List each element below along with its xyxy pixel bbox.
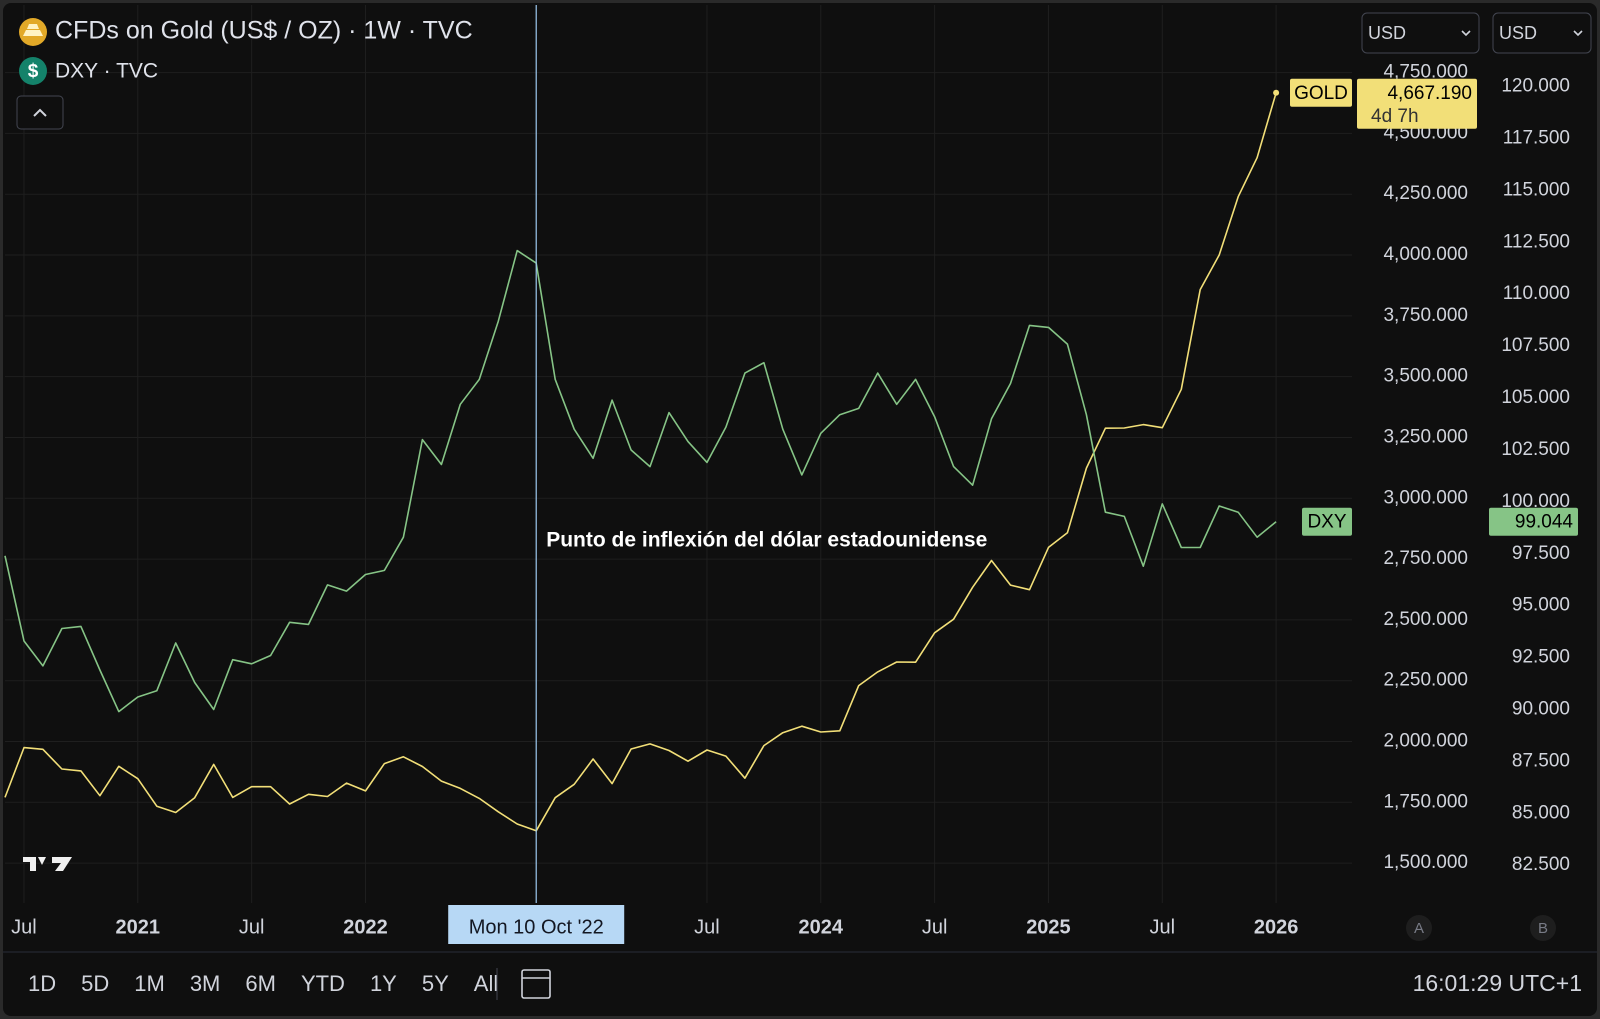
- y-tick-label: 4,000.000: [1383, 244, 1468, 265]
- series-line: [4, 249, 1277, 713]
- y2-tick-label: 97.500: [1512, 543, 1570, 564]
- y2-tick-label: 110.000: [1503, 283, 1570, 304]
- y2-tick-label: 107.500: [1501, 335, 1570, 356]
- y-tick-label: 2,500.000: [1383, 609, 1468, 630]
- x-tick-label: 2024: [799, 916, 844, 938]
- currency-label: USD: [1499, 23, 1537, 43]
- y2-tick-label: 82.500: [1512, 854, 1570, 875]
- range-button[interactable]: 5D: [81, 971, 109, 996]
- chevron: [1461, 30, 1471, 37]
- y2-tick-label: 112.500: [1503, 231, 1570, 252]
- scale-label: B: [1538, 920, 1548, 937]
- currency-label: USD: [1368, 23, 1406, 43]
- dollar-sign: $: [28, 61, 39, 82]
- y-tick-label: 2,250.000: [1383, 670, 1468, 691]
- currency-select[interactable]: [1361, 12, 1480, 54]
- range-button[interactable]: 3M: [190, 971, 221, 996]
- collapse-button[interactable]: [16, 95, 64, 130]
- x-tick-label: 2026: [1254, 916, 1299, 938]
- x-tick-label: 2025: [1026, 916, 1071, 938]
- y2-tick-label: 100.000: [1501, 491, 1570, 512]
- y-tick-label: 1,750.000: [1383, 791, 1468, 812]
- y2-tick-label: 102.500: [1501, 439, 1570, 460]
- crosshair-label: Mon 10 Oct '22: [469, 916, 604, 938]
- y2-tick-label: 87.500: [1512, 750, 1570, 771]
- y2-tick-label: 117.500: [1503, 128, 1570, 149]
- range-button[interactable]: 6M: [245, 971, 276, 996]
- x-tick-label: Jul: [1149, 916, 1175, 938]
- chevron: [1573, 30, 1583, 37]
- calendar-icon: [521, 969, 551, 999]
- y2-tick-label: 85.000: [1512, 802, 1570, 823]
- dxy-icon: [19, 57, 47, 85]
- goto-date-button[interactable]: [521, 969, 551, 999]
- scale-button[interactable]: [1530, 915, 1556, 941]
- series-tag-label: GOLD: [1294, 83, 1348, 104]
- y-tick-label: 3,250.000: [1383, 426, 1468, 447]
- x-tick-label: 2022: [343, 916, 388, 938]
- x-tick-label: Jul: [922, 916, 948, 938]
- price-label: 4,667.190: [1387, 83, 1472, 104]
- clock: 16:01:29 UTC+1: [1413, 970, 1582, 996]
- chevron: [33, 108, 47, 117]
- currency-select[interactable]: [1492, 12, 1592, 54]
- x-tick-label: Jul: [694, 916, 720, 938]
- range-button[interactable]: YTD: [301, 971, 345, 996]
- scale-label: A: [1414, 920, 1424, 937]
- main-legend: CFDs on Gold (US$ / OZ) · 1W · TVC: [55, 17, 473, 45]
- y2-tick-label: 115.000: [1503, 179, 1570, 200]
- range-button[interactable]: 1M: [134, 971, 165, 996]
- x-tick-label: Jul: [11, 916, 37, 938]
- y2-tick-label: 90.000: [1512, 699, 1570, 720]
- annotation: Punto de inflexión del dólar estadounide…: [546, 529, 987, 552]
- crosshair-label-bg: [448, 905, 625, 944]
- scale-button[interactable]: [1406, 915, 1432, 941]
- y2-tick-label: 120.000: [1501, 76, 1570, 97]
- series-line: [4, 92, 1277, 832]
- x-tick-label: 2021: [116, 916, 161, 938]
- gold-bars: [23, 24, 43, 36]
- y-tick-label: 2,000.000: [1383, 731, 1468, 752]
- y-tick-label: 4,250.000: [1383, 183, 1468, 204]
- range-button[interactable]: 1D: [28, 971, 56, 996]
- y-tick-label: 1,500.000: [1383, 852, 1468, 873]
- series-tag: [1302, 507, 1352, 536]
- y-tick-label: 3,500.000: [1383, 366, 1468, 387]
- x-tick-label: Jul: [239, 916, 265, 938]
- background: [3, 3, 1597, 1016]
- price-label-bg: [1489, 507, 1578, 536]
- y2-tick-label: 105.000: [1501, 387, 1570, 408]
- price-label: 99.044: [1515, 512, 1574, 533]
- y2-tick-label: 92.500: [1512, 647, 1570, 668]
- tv-logo: [23, 857, 72, 871]
- price-label-bg: [1357, 78, 1477, 129]
- series-tag: [1290, 78, 1352, 107]
- countdown: 4d 7h: [1371, 106, 1419, 127]
- range-button[interactable]: All: [474, 971, 498, 996]
- last-point: [1273, 89, 1280, 96]
- y-tick-label: 3,000.000: [1383, 487, 1468, 508]
- series-tag-label: DXY: [1307, 512, 1346, 533]
- y2-tick-label: 95.000: [1512, 595, 1570, 616]
- y-tick-label: 4,750.000: [1383, 62, 1468, 83]
- range-button[interactable]: 5Y: [422, 971, 449, 996]
- dxy-legend: DXY · TVC: [55, 60, 158, 83]
- y-tick-label: 3,750.000: [1383, 305, 1468, 326]
- y-tick-label: 2,750.000: [1383, 548, 1468, 569]
- range-button[interactable]: 1Y: [370, 971, 397, 996]
